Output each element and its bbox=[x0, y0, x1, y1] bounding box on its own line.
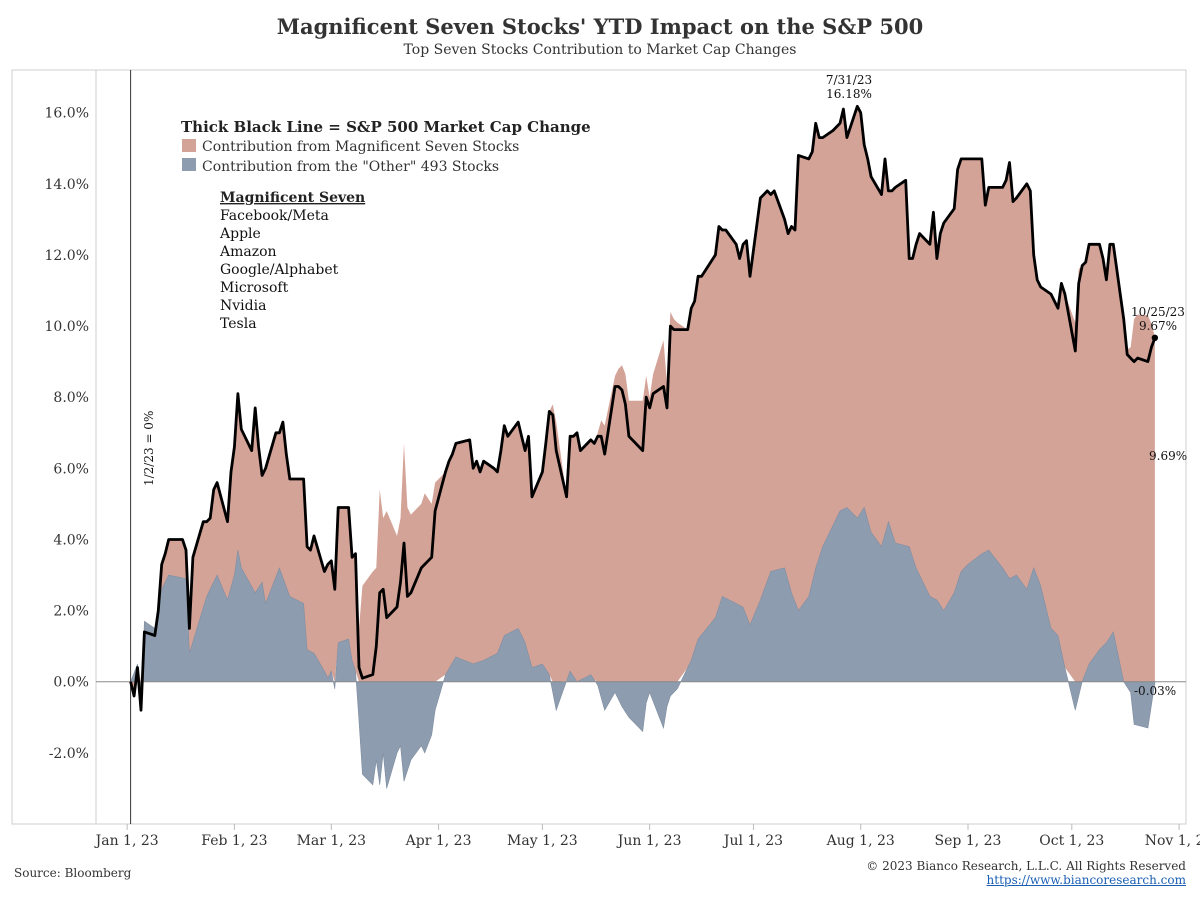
x-tick-label: May 1, 23 bbox=[507, 833, 578, 849]
area-mag7 bbox=[130, 106, 1155, 696]
y-tick-label: 2.0% bbox=[53, 604, 89, 620]
peak-value-label: 16.18% bbox=[826, 87, 872, 101]
end-point-marker bbox=[1151, 334, 1159, 342]
x-tick-label: Jan 1, 23 bbox=[94, 833, 159, 849]
annotations: 7/31/23 16.18% 10/25/23 9.67% 9.69% -0.0… bbox=[142, 73, 1187, 698]
magnificent-seven-list: Magnificent Seven Facebook/Meta Apple Amaz… bbox=[219, 190, 365, 332]
y-tick-label: 14.0% bbox=[45, 177, 89, 193]
mag7-company: Apple bbox=[219, 226, 261, 242]
area-layer bbox=[96, 70, 1186, 824]
x-tick-label: Oct 1, 23 bbox=[1039, 833, 1104, 849]
y-tick-label: 6.0% bbox=[53, 461, 89, 477]
mag7-heading: Magnificent Seven bbox=[220, 190, 365, 206]
legend: Thick Black Line = S&P 500 Market Cap Ch… bbox=[181, 118, 591, 175]
mag7-company: Tesla bbox=[220, 316, 257, 332]
other-end-label: -0.03% bbox=[1134, 684, 1176, 698]
x-tick-label: Sep 1, 23 bbox=[935, 833, 1002, 849]
line-layer bbox=[129, 104, 1159, 712]
y-tick-label: 16.0% bbox=[45, 106, 89, 122]
start-line-label: 1/2/23 = 0% bbox=[142, 411, 156, 486]
legend-swatch-mag7 bbox=[182, 139, 196, 152]
legend-label-other: Contribution from the "Other" 493 Stocks bbox=[202, 159, 499, 175]
x-tick-label: Apr 1, 23 bbox=[405, 833, 472, 849]
x-tick-label: Nov 1, 23 bbox=[1145, 833, 1200, 849]
axis-ticks: -2.0% 0.0% 2.0% 4.0% 6.0% 8.0% 10.0% 12.0% 14.0%… bbox=[45, 106, 1200, 849]
website-link[interactable]: https://www.biancoresearch.com bbox=[986, 873, 1186, 887]
chart-subtitle: Top Seven Stocks Contribution to Market … bbox=[403, 42, 797, 58]
line-sp500-total bbox=[129, 104, 1157, 712]
y-tick-label: -2.0% bbox=[49, 746, 89, 762]
y-tick-label: 8.0% bbox=[53, 390, 89, 406]
area-other bbox=[130, 506, 1156, 789]
y-tick-label: 4.0% bbox=[53, 532, 89, 548]
y-tick-label: 12.0% bbox=[45, 248, 89, 264]
x-tick-label: Jul 1, 23 bbox=[722, 833, 783, 849]
x-tick-label: Aug 1, 23 bbox=[826, 833, 895, 849]
peak-date-label: 7/31/23 bbox=[826, 73, 872, 87]
plot-border bbox=[11, 69, 1187, 825]
copyright-note: © 2023 Bianco Research, L.L.C. All Right… bbox=[866, 859, 1186, 873]
source-note: Source: Bloomberg bbox=[14, 866, 132, 880]
mag7-company: Amazon bbox=[219, 244, 277, 260]
y-tick-label: 10.0% bbox=[45, 319, 89, 335]
mag7-company: Microsoft bbox=[220, 280, 289, 296]
mag7-company: Nvidia bbox=[220, 298, 266, 314]
x-tick-label: Mar 1, 23 bbox=[297, 833, 366, 849]
legend-swatch-other bbox=[182, 158, 196, 171]
plot-frame bbox=[11, 69, 1187, 825]
end-value-label: 9.67% bbox=[1139, 319, 1177, 333]
mag7-company: Facebook/Meta bbox=[220, 208, 329, 224]
legend-label-mag7: Contribution from Magnificent Seven Stoc… bbox=[202, 139, 519, 155]
legend-title: Thick Black Line = S&P 500 Market Cap Ch… bbox=[181, 118, 591, 136]
chart-title: Magnificent Seven Stocks' YTD Impact on … bbox=[276, 14, 924, 39]
x-tick-label: Feb 1, 23 bbox=[201, 833, 267, 849]
mag7-end-label: 9.69% bbox=[1149, 449, 1187, 463]
end-date-label: 10/25/23 bbox=[1131, 305, 1185, 319]
y-tick-label: 0.0% bbox=[53, 675, 89, 691]
mag7-company: Google/Alphabet bbox=[220, 262, 339, 278]
x-tick-label: Jun 1, 23 bbox=[616, 833, 682, 849]
